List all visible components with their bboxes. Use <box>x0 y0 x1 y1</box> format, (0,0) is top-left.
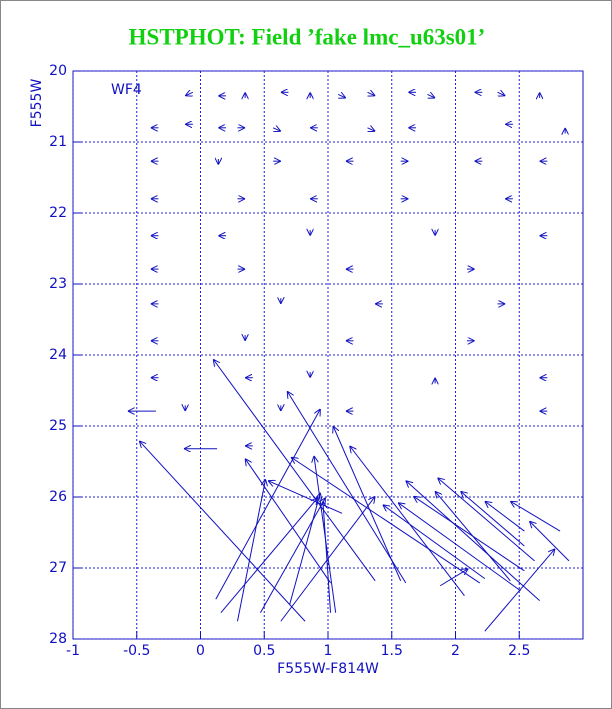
y-tick-label: 20 <box>49 63 67 79</box>
x-tick-label: 1 <box>324 643 333 659</box>
y-tick-label: 26 <box>49 489 67 505</box>
x-tick-label: 0.5 <box>253 643 275 659</box>
vector <box>435 491 511 582</box>
vector <box>350 446 465 596</box>
vector <box>383 505 486 580</box>
vector <box>323 501 332 613</box>
vector <box>259 498 325 613</box>
vector <box>291 457 481 584</box>
x-tick-label: 2 <box>451 643 460 659</box>
vector <box>497 92 506 96</box>
vector <box>439 569 468 587</box>
y-tick-label: 22 <box>49 205 67 221</box>
vector <box>398 503 521 592</box>
vector <box>333 426 402 581</box>
x-tick-label: -1 <box>66 643 80 659</box>
vector <box>215 409 321 600</box>
y-tick-label: 25 <box>49 418 67 434</box>
annotation: WF4 <box>111 82 142 98</box>
y-tick-label: 28 <box>49 631 67 647</box>
vector <box>245 459 331 584</box>
y-tick-label: 21 <box>49 134 67 150</box>
vector <box>406 481 540 602</box>
x-tick-label: 1.5 <box>381 643 403 659</box>
vector <box>367 128 376 132</box>
vector <box>220 498 318 614</box>
vector <box>413 496 525 572</box>
vector <box>139 441 306 622</box>
vector <box>268 481 343 514</box>
x-axis-label: F555W-F814W <box>277 661 379 677</box>
vector <box>213 359 376 582</box>
vector <box>529 521 570 562</box>
y-tick-label: 24 <box>49 347 67 363</box>
vector <box>280 496 375 622</box>
vector <box>438 478 535 562</box>
vector <box>484 549 555 632</box>
y-tick-label: 27 <box>49 560 67 576</box>
y-tick-label: 23 <box>49 276 67 292</box>
vector <box>461 491 525 547</box>
vector <box>185 92 194 96</box>
x-tick-label: 2.5 <box>508 643 530 659</box>
x-tick-label: 0 <box>196 643 205 659</box>
vector <box>510 501 561 532</box>
vector <box>236 479 265 622</box>
x-tick-label: -0.5 <box>123 643 150 659</box>
vector <box>287 391 407 584</box>
chart-title: HSTPHOT: Field ’fake lmc_u63s01’ <box>129 24 486 49</box>
vector <box>427 94 435 98</box>
y-axis-label: F555W <box>29 79 45 128</box>
vector <box>272 128 281 132</box>
vector <box>367 92 376 96</box>
vector <box>289 493 321 605</box>
vector <box>485 501 525 532</box>
vector <box>337 94 346 98</box>
